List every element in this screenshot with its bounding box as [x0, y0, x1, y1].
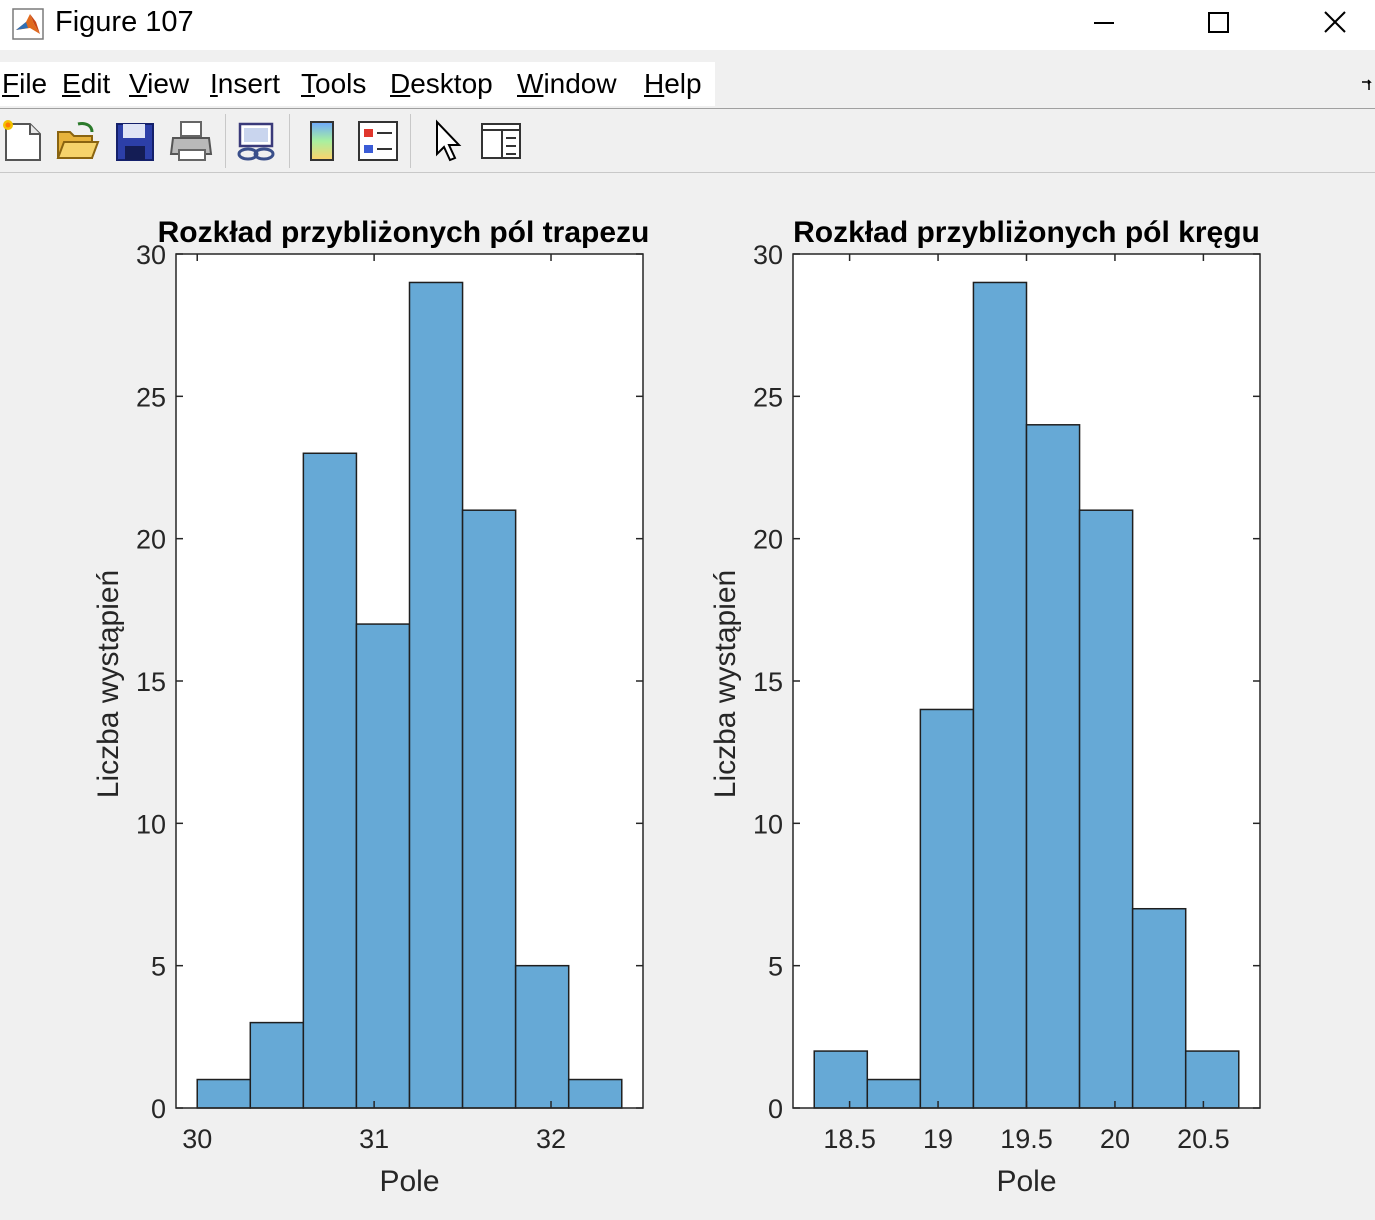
menu-insert[interactable]: Insert — [210, 68, 280, 100]
y-tick-label: 10 — [753, 809, 783, 839]
axes-left-histogram[interactable]: 30 31 32 0 5 10 15 20 25 30 Rozkład przybliżonych… — [92, 216, 649, 1198]
menu-separator — [0, 108, 1375, 109]
y-tick-label: 15 — [753, 667, 783, 697]
menu-tools-label: ools — [315, 68, 367, 99]
maximize-button[interactable] — [1164, 0, 1272, 50]
menu-desktop-label: esktop — [410, 68, 493, 99]
menu-help-mnemonic: H — [644, 68, 665, 99]
close-button[interactable] — [1280, 0, 1375, 50]
legend-icon[interactable] — [353, 116, 403, 166]
histogram-bar[interactable] — [919, 708, 975, 1109]
menu-window-label: indow — [543, 68, 617, 99]
y-axis-label: Liczba wystąpień — [92, 570, 125, 798]
x-tick-label: 31 — [359, 1124, 389, 1154]
open-file-icon[interactable] — [52, 116, 102, 166]
title-bar: Figure 107 — [0, 0, 1375, 50]
menu-file[interactable]: File — [2, 68, 47, 100]
toolbar — [0, 110, 1375, 172]
chart-title: Rozkład przybliżonych pól trapezu — [158, 216, 650, 249]
axes-frame — [175, 253, 644, 1109]
menu-file-label: ile — [19, 68, 48, 99]
toolbar-separator — [225, 114, 226, 168]
histogram-bar[interactable] — [196, 1078, 252, 1109]
maximize-icon — [1208, 12, 1229, 33]
toolbar-separator-line — [0, 172, 1375, 173]
colorbar-icon[interactable] — [297, 116, 347, 166]
histogram-bar[interactable] — [249, 1021, 305, 1109]
menu-edit-label: dit — [80, 68, 111, 99]
y-tick-label: 5 — [768, 952, 783, 982]
menu-file-mnemonic: F — [2, 68, 20, 99]
minimize-icon — [1094, 22, 1114, 24]
y-tick-label: 5 — [151, 952, 166, 982]
x-tick-label: 30 — [182, 1124, 212, 1154]
menu-help[interactable]: Help — [644, 68, 702, 100]
menu-desktop-mnemonic: D — [390, 68, 411, 99]
figure-canvas: 30 31 32 0 5 10 15 20 25 30 Rozkład przybliżonych… — [92, 216, 1261, 1198]
y-tick-label: 20 — [753, 525, 783, 555]
menu-tools[interactable]: Tools — [301, 68, 366, 100]
x-tick-label: 20.5 — [1177, 1124, 1230, 1154]
x-axis-label: Pole — [379, 1165, 439, 1198]
minimize-button[interactable] — [1050, 0, 1158, 50]
new-figure-icon[interactable] — [0, 116, 50, 166]
histogram-bar[interactable] — [813, 1050, 869, 1109]
y-tick-label: 10 — [136, 809, 166, 839]
menu-window-mnemonic: W — [517, 68, 544, 99]
window-title: Figure 107 — [55, 6, 194, 38]
histogram-bar[interactable] — [1131, 907, 1187, 1109]
pointer-icon[interactable] — [421, 116, 471, 166]
x-tick-label: 20 — [1100, 1124, 1130, 1154]
menu-tools-mnemonic: T — [301, 68, 315, 99]
histogram-bar[interactable] — [1025, 424, 1081, 1109]
x-tick-label: 32 — [536, 1124, 566, 1154]
histogram-bar[interactable] — [866, 1078, 922, 1109]
menu-edit-mnemonic: E — [62, 68, 81, 99]
histogram-bar[interactable] — [1184, 1050, 1240, 1109]
menu-edit[interactable]: Edit — [62, 68, 110, 100]
menu-window[interactable]: Window — [517, 68, 617, 100]
menu-help-label: elp — [664, 68, 702, 99]
histogram-bar[interactable] — [302, 452, 358, 1109]
histogram-bar[interactable] — [355, 623, 411, 1109]
histogram-bar[interactable] — [408, 281, 464, 1109]
x-tick-label: 18.5 — [823, 1124, 876, 1154]
print-icon[interactable] — [167, 116, 217, 166]
y-axis-label: Liczba wystąpień — [709, 570, 742, 798]
menu-view-mnemonic: V — [129, 68, 148, 99]
matlab-icon — [12, 8, 44, 40]
y-tick-label: 30 — [136, 240, 166, 270]
toolbar-separator — [410, 114, 411, 168]
property-editor-icon[interactable] — [476, 116, 526, 166]
axes-right-histogram[interactable]: 18.5 19 19.5 20 20.5 0 5 10 15 20 25 30 Rozkład prz… — [709, 216, 1261, 1198]
y-tick-label: 0 — [151, 1094, 166, 1124]
close-icon — [1324, 11, 1346, 33]
histogram-bar[interactable] — [1078, 509, 1134, 1109]
menu-bar: File Edit View Insert Tools Desktop Wind… — [0, 62, 715, 106]
dock-arrow-icon[interactable] — [1360, 76, 1372, 96]
y-tick-label: 25 — [753, 382, 783, 412]
y-tick-label: 25 — [136, 382, 166, 412]
menu-desktop[interactable]: Desktop — [390, 68, 493, 100]
menu-view-label: iew — [147, 68, 190, 99]
toolbar-separator — [289, 114, 290, 168]
histogram-bar[interactable] — [461, 509, 517, 1109]
x-tick-label: 19.5 — [1000, 1124, 1053, 1154]
y-tick-label: 20 — [136, 525, 166, 555]
menu-view[interactable]: View — [129, 68, 189, 100]
save-icon[interactable] — [111, 116, 161, 166]
y-tick-label: 0 — [768, 1094, 783, 1124]
link-plot-icon[interactable] — [232, 116, 282, 166]
x-axis-label: Pole — [996, 1165, 1056, 1198]
menu-insert-label: nsert — [217, 68, 281, 99]
y-tick-label: 30 — [753, 240, 783, 270]
x-tick-label: 19 — [923, 1124, 953, 1154]
histogram-bar[interactable] — [972, 281, 1028, 1109]
histogram-bar[interactable] — [514, 964, 570, 1109]
chart-title: Rozkład przybliżonych pól kręgu — [793, 216, 1260, 249]
histogram-bar[interactable] — [567, 1078, 623, 1109]
axes-frame — [792, 253, 1261, 1109]
menu-insert-mnemonic: I — [210, 68, 218, 99]
y-tick-label: 15 — [136, 667, 166, 697]
